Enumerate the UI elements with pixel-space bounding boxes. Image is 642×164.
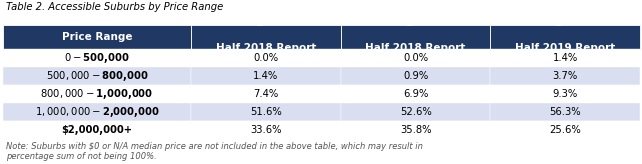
Text: 1.4%: 1.4% xyxy=(553,53,578,63)
Text: 0.9%: 0.9% xyxy=(403,71,428,81)
Text: $0-$500,000: $0-$500,000 xyxy=(64,51,130,65)
Bar xyxy=(490,49,640,67)
Bar xyxy=(341,121,490,139)
Bar xyxy=(341,25,490,49)
Text: 56.3%: 56.3% xyxy=(550,107,581,117)
Text: 2: 2 xyxy=(405,18,412,28)
Bar xyxy=(3,85,191,103)
Text: 35.8%: 35.8% xyxy=(400,125,431,135)
Bar xyxy=(341,67,490,85)
Bar xyxy=(191,25,341,49)
Bar xyxy=(191,49,341,67)
Text: 3.7%: 3.7% xyxy=(553,71,578,81)
Text: 1: 1 xyxy=(555,18,562,28)
Bar xyxy=(3,67,191,85)
Text: st: st xyxy=(263,10,271,16)
Text: 52.6%: 52.6% xyxy=(400,107,431,117)
Text: $1,000,000-$2,000,000: $1,000,000-$2,000,000 xyxy=(35,105,160,119)
Text: Table 2. Accessible Suburbs by Price Range: Table 2. Accessible Suburbs by Price Ran… xyxy=(6,2,223,12)
Bar xyxy=(3,25,191,49)
Text: Note: Suburbs with $0 or N/A median price are not included in the above table, w: Note: Suburbs with $0 or N/A median pric… xyxy=(6,142,423,161)
Text: Half 2019 Report: Half 2019 Report xyxy=(515,43,616,53)
Text: $800,000-$1,000,000: $800,000-$1,000,000 xyxy=(40,87,154,101)
Text: nd: nd xyxy=(413,10,423,16)
Text: $500,000-$800,000: $500,000-$800,000 xyxy=(46,69,148,83)
Bar xyxy=(3,103,191,121)
Text: 33.6%: 33.6% xyxy=(250,125,282,135)
Bar xyxy=(490,67,640,85)
Text: 51.6%: 51.6% xyxy=(250,107,282,117)
Text: $2,000,000+: $2,000,000+ xyxy=(62,125,133,135)
Bar xyxy=(341,103,490,121)
Text: 0.0%: 0.0% xyxy=(403,53,428,63)
Text: st: st xyxy=(562,10,571,16)
Text: Price Range: Price Range xyxy=(62,32,132,42)
Bar xyxy=(490,85,640,103)
Bar xyxy=(191,121,341,139)
Bar xyxy=(341,85,490,103)
Bar xyxy=(341,49,490,67)
Bar xyxy=(3,49,191,67)
Bar xyxy=(191,85,341,103)
Text: 1: 1 xyxy=(256,18,263,28)
Text: 6.9%: 6.9% xyxy=(403,89,428,99)
Bar xyxy=(191,103,341,121)
Bar xyxy=(3,121,191,139)
Text: 1.4%: 1.4% xyxy=(254,71,279,81)
Text: 9.3%: 9.3% xyxy=(553,89,578,99)
Bar xyxy=(191,67,341,85)
Text: 7.4%: 7.4% xyxy=(254,89,279,99)
Text: 25.6%: 25.6% xyxy=(550,125,581,135)
Bar xyxy=(490,25,640,49)
Bar xyxy=(490,103,640,121)
Text: Half 2018 Report: Half 2018 Report xyxy=(365,43,465,53)
Text: 0.0%: 0.0% xyxy=(254,53,279,63)
Bar xyxy=(490,121,640,139)
Text: Half 2018 Report: Half 2018 Report xyxy=(216,43,316,53)
